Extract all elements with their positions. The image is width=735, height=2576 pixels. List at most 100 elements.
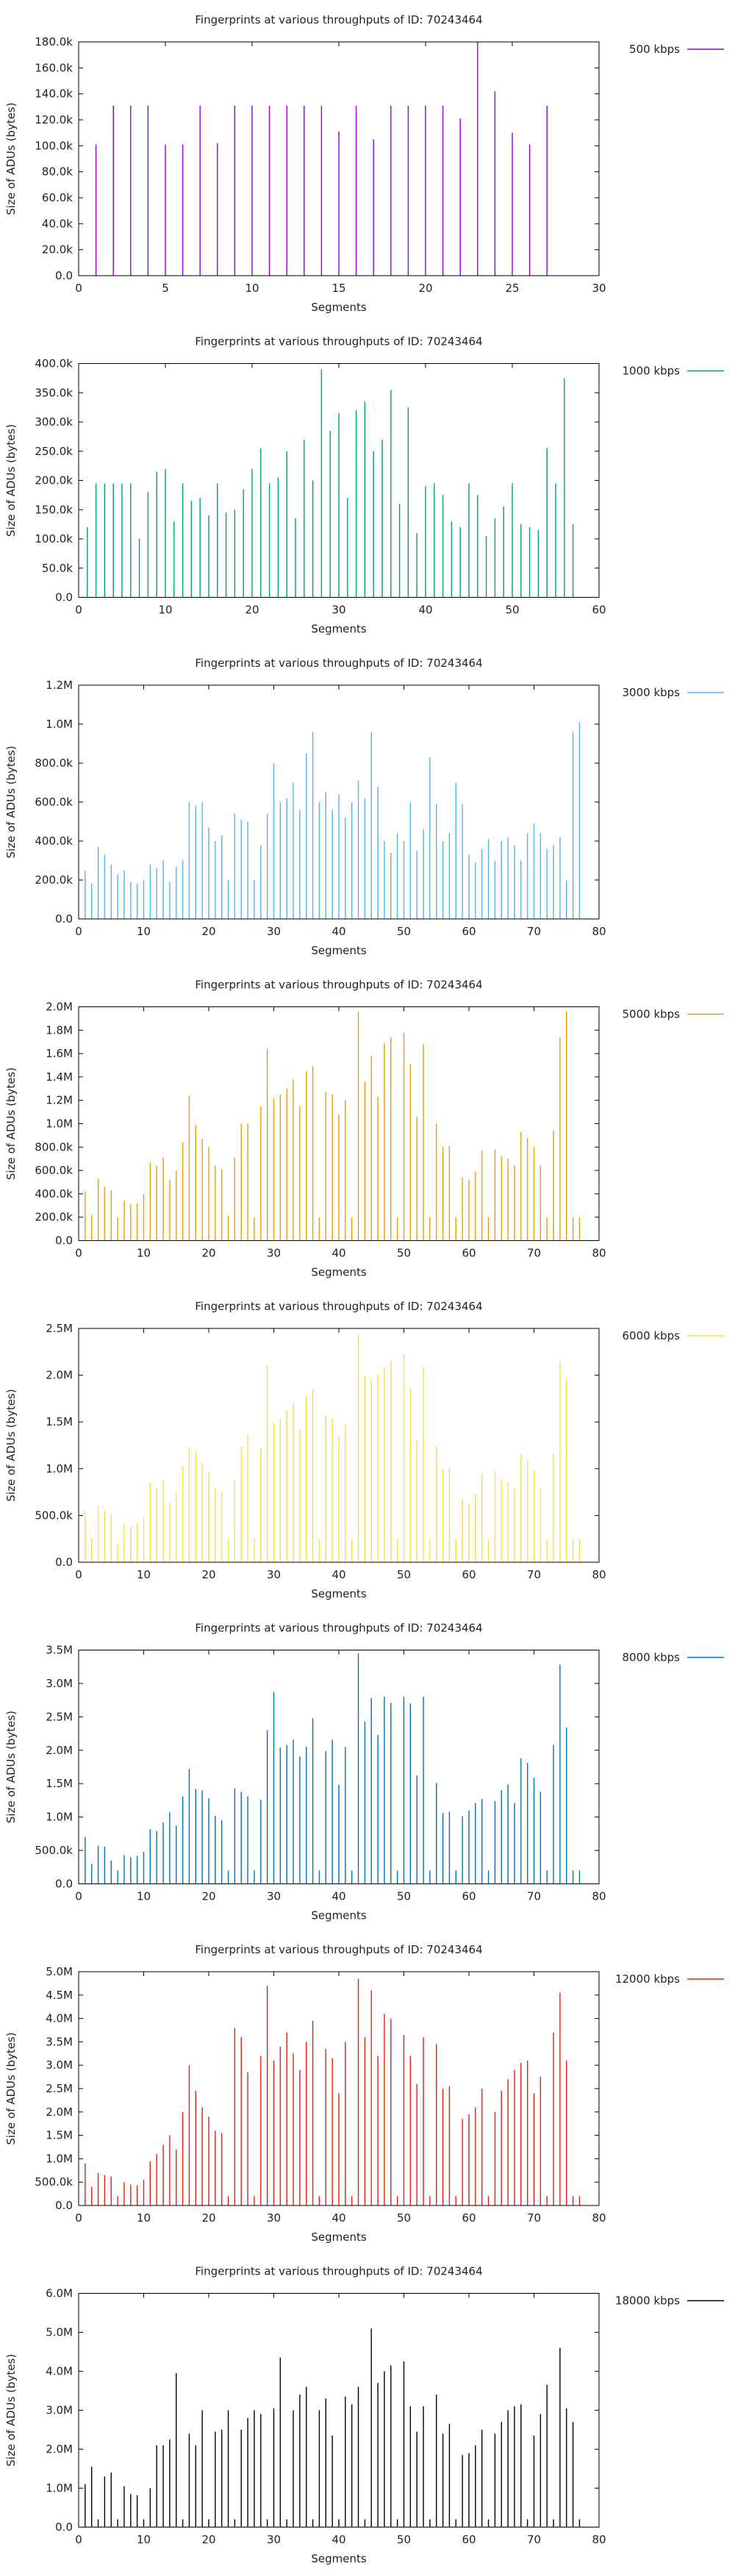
x-tick-label: 70 bbox=[527, 2533, 541, 2547]
x-tick-label: 10 bbox=[137, 1890, 151, 1903]
x-tick-label: 0 bbox=[75, 1890, 82, 1903]
y-tick-label: 0.0 bbox=[55, 1878, 73, 1891]
x-tick-label: 10 bbox=[245, 282, 259, 295]
chart-panel: Fingerprints at various throughputs of I… bbox=[4, 978, 724, 1279]
chart-title: Fingerprints at various throughputs of I… bbox=[195, 13, 482, 26]
x-tick-label: 25 bbox=[505, 282, 519, 295]
legend-label: 12000 kbps bbox=[615, 1972, 680, 1986]
x-tick-label: 20 bbox=[201, 925, 215, 938]
x-tick-label: 40 bbox=[331, 2211, 345, 2225]
y-tick-label: 3.5M bbox=[46, 1644, 73, 1657]
chart-title: Fingerprints at various throughputs of I… bbox=[195, 1300, 482, 1313]
y-tick-label: 100.0k bbox=[35, 532, 73, 545]
x-tick-label: 20 bbox=[201, 2211, 215, 2225]
y-axis-label: Size of ADUs (bytes) bbox=[4, 1711, 18, 1823]
y-tick-label: 2.0M bbox=[46, 1369, 73, 1382]
x-tick-label: 60 bbox=[462, 2211, 476, 2225]
y-tick-label: 120.0k bbox=[35, 113, 73, 126]
y-tick-label: 3.5M bbox=[46, 2035, 73, 2048]
legend-label: 6000 kbps bbox=[623, 1329, 681, 1342]
y-axis-label: Size of ADUs (bytes) bbox=[4, 1067, 18, 1180]
chart-panel: Fingerprints at various throughputs of I… bbox=[4, 656, 724, 957]
x-tick-label: 40 bbox=[331, 925, 345, 938]
x-tick-label: 40 bbox=[418, 604, 432, 617]
x-tick-label: 70 bbox=[527, 925, 541, 938]
y-tick-label: 350.0k bbox=[35, 386, 73, 399]
x-tick-label: 70 bbox=[527, 1247, 541, 1260]
x-tick-label: 0 bbox=[75, 604, 82, 617]
x-tick-label: 30 bbox=[331, 604, 345, 617]
y-tick-label: 3.0M bbox=[46, 2404, 73, 2417]
y-tick-label: 2.0M bbox=[46, 1744, 73, 1757]
x-tick-label: 40 bbox=[331, 1890, 345, 1903]
y-tick-label: 4.0M bbox=[46, 2365, 73, 2378]
y-tick-label: 200.0k bbox=[35, 474, 73, 487]
x-tick-label: 30 bbox=[267, 1568, 281, 1581]
x-tick-label: 60 bbox=[462, 1890, 476, 1903]
x-tick-label: 40 bbox=[331, 1247, 345, 1260]
y-tick-label: 2.0M bbox=[46, 2443, 73, 2456]
x-tick-label: 70 bbox=[527, 1890, 541, 1903]
x-tick-label: 80 bbox=[592, 2211, 606, 2225]
y-tick-label: 20.0k bbox=[42, 243, 73, 257]
x-tick-label: 70 bbox=[527, 2211, 541, 2225]
y-axis-label: Size of ADUs (bytes) bbox=[4, 2354, 18, 2466]
series-0 bbox=[85, 2328, 581, 2527]
x-tick-label: 50 bbox=[397, 1568, 411, 1581]
chart-title: Fingerprints at various throughputs of I… bbox=[195, 1943, 482, 1956]
x-axis-label: Segments bbox=[311, 2230, 367, 2244]
x-tick-label: 60 bbox=[592, 604, 606, 617]
y-tick-label: 1.5M bbox=[46, 1415, 73, 1428]
x-tick-label: 50 bbox=[397, 2533, 411, 2547]
x-tick-label: 40 bbox=[331, 2533, 345, 2547]
legend-label: 8000 kbps bbox=[623, 1651, 681, 1664]
x-tick-label: 10 bbox=[137, 2533, 151, 2547]
x-tick-label: 80 bbox=[592, 925, 606, 938]
y-tick-label: 800.0k bbox=[35, 756, 73, 770]
y-tick-label: 200.0k bbox=[35, 1211, 73, 1224]
x-tick-label: 10 bbox=[158, 604, 172, 617]
y-tick-label: 400.0k bbox=[35, 1187, 73, 1201]
y-tick-label: 200.0k bbox=[35, 873, 73, 887]
x-tick-label: 10 bbox=[137, 1247, 151, 1260]
x-tick-label: 30 bbox=[267, 2533, 281, 2547]
x-tick-label: 50 bbox=[505, 604, 519, 617]
x-tick-label: 0 bbox=[75, 925, 82, 938]
y-tick-label: 2.0M bbox=[46, 1001, 73, 1014]
x-tick-label: 20 bbox=[245, 604, 259, 617]
y-axis-label: Size of ADUs (bytes) bbox=[4, 1389, 18, 1501]
y-tick-label: 1.2M bbox=[46, 679, 73, 692]
y-tick-label: 500.0k bbox=[35, 1509, 73, 1522]
y-tick-label: 1.0M bbox=[46, 718, 73, 731]
x-axis-label: Segments bbox=[311, 1587, 367, 1600]
y-tick-label: 1.0M bbox=[46, 1462, 73, 1475]
x-axis-label: Segments bbox=[311, 1909, 367, 1922]
legend-label: 500 kbps bbox=[629, 43, 680, 56]
y-tick-label: 4.5M bbox=[46, 1989, 73, 2002]
x-tick-label: 10 bbox=[137, 1568, 151, 1581]
x-tick-label: 0 bbox=[75, 282, 82, 295]
x-tick-label: 80 bbox=[592, 2533, 606, 2547]
y-tick-label: 0.0 bbox=[55, 2199, 73, 2212]
y-tick-label: 500.0k bbox=[35, 1844, 73, 1857]
y-tick-label: 1.6M bbox=[46, 1047, 73, 1060]
chart-panel: Fingerprints at various throughputs of I… bbox=[4, 1300, 724, 1600]
series-0 bbox=[85, 1653, 581, 1884]
y-tick-label: 1.8M bbox=[46, 1023, 73, 1037]
y-tick-label: 1.5M bbox=[46, 1777, 73, 1790]
series-0 bbox=[85, 722, 581, 919]
y-tick-label: 0.0 bbox=[55, 1556, 73, 1569]
y-tick-label: 140.0k bbox=[35, 87, 73, 101]
x-tick-label: 40 bbox=[331, 1568, 345, 1581]
legend-label: 5000 kbps bbox=[623, 1008, 681, 1021]
y-tick-label: 2.0M bbox=[46, 2105, 73, 2119]
y-axis-label: Size of ADUs (bytes) bbox=[4, 102, 18, 215]
y-tick-label: 40.0k bbox=[42, 217, 73, 230]
y-tick-label: 100.0k bbox=[35, 139, 73, 152]
x-tick-label: 60 bbox=[462, 1247, 476, 1260]
y-tick-label: 80.0k bbox=[42, 165, 73, 179]
y-tick-label: 5.0M bbox=[46, 1965, 73, 1978]
plot-frame bbox=[78, 1650, 600, 1884]
x-tick-label: 50 bbox=[397, 1247, 411, 1260]
